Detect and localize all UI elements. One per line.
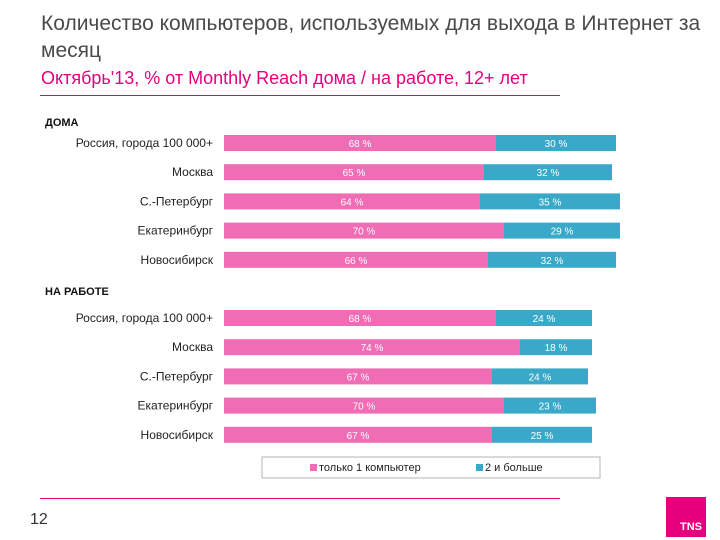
top-divider — [40, 95, 560, 96]
category-label: Москва — [172, 340, 213, 354]
data-label: 24 % — [529, 372, 552, 383]
legend-swatch — [476, 464, 483, 471]
legend-swatch — [310, 464, 317, 471]
bar-segment-two-or-more — [496, 310, 592, 326]
category-label: С.-Петербург — [140, 369, 214, 383]
bar-segment-one-computer — [224, 310, 496, 326]
bar-segment-one-computer — [224, 222, 504, 239]
data-label: 32 % — [537, 168, 560, 179]
bar-segment-one-computer — [224, 164, 484, 181]
bottom-divider — [40, 498, 560, 499]
category-label: Россия, города 100 000+ — [76, 136, 213, 150]
bar-segment-two-or-more — [484, 164, 612, 181]
bar-segment-two-or-more — [496, 135, 616, 151]
data-label: 30 % — [545, 139, 568, 150]
data-label: 66 % — [345, 256, 368, 267]
category-label: Новосибирск — [141, 428, 214, 442]
category-label: Москва — [172, 165, 213, 179]
bar-segment-two-or-more — [504, 397, 596, 414]
tns-logo: TNS — [666, 497, 706, 537]
section-label: ДОМА — [45, 117, 79, 129]
bar-segment-two-or-more — [488, 251, 616, 268]
page-number: 12 — [30, 511, 48, 528]
data-label: 23 % — [539, 402, 562, 413]
category-label: Новосибирск — [141, 253, 214, 267]
legend-label: только 1 компьютер — [319, 462, 421, 474]
bar-segment-two-or-more — [492, 368, 588, 385]
category-label: Екатеринбург — [138, 399, 214, 413]
bar-segment-one-computer — [224, 426, 492, 443]
bar-segment-two-or-more — [492, 426, 592, 443]
bar-segment-two-or-more — [520, 339, 592, 356]
logo-text: TNS — [680, 521, 702, 533]
data-label: 68 % — [349, 139, 372, 150]
data-label: 65 % — [343, 168, 366, 179]
bar-segment-one-computer — [224, 368, 492, 385]
page-subtitle: Октябрь'13, % от Monthly Reach дома / на… — [41, 68, 528, 88]
category-label: Россия, города 100 000+ — [76, 311, 213, 325]
data-label: 68 % — [349, 314, 372, 325]
bar-segment-one-computer — [224, 193, 480, 210]
data-label: 70 % — [353, 402, 376, 413]
data-label: 18 % — [545, 343, 568, 354]
legend-box — [261, 456, 601, 479]
bar-segment-one-computer — [224, 135, 496, 151]
data-label: 70 % — [353, 227, 376, 238]
bar-segment-one-computer — [224, 251, 488, 268]
page-title: Количество компьютеров, используемых для… — [41, 12, 701, 62]
data-label: 67 % — [347, 431, 370, 442]
legend-label: 2 и больше — [485, 462, 543, 474]
data-label: 67 % — [347, 372, 370, 383]
data-label: 32 % — [541, 256, 564, 267]
bar-segment-two-or-more — [504, 222, 620, 239]
bar-segment-one-computer — [224, 339, 520, 356]
data-label: 24 % — [533, 314, 556, 325]
data-label: 29 % — [551, 227, 574, 238]
data-label: 25 % — [531, 431, 554, 442]
bar-segment-two-or-more — [480, 193, 620, 210]
data-label: 74 % — [361, 343, 384, 354]
bar-segment-one-computer — [224, 397, 504, 414]
section-label: НА РАБОТЕ — [45, 286, 109, 298]
category-label: Екатеринбург — [138, 224, 214, 238]
data-label: 64 % — [341, 197, 364, 208]
category-label: С.-Петербург — [140, 194, 214, 208]
data-label: 35 % — [539, 197, 562, 208]
